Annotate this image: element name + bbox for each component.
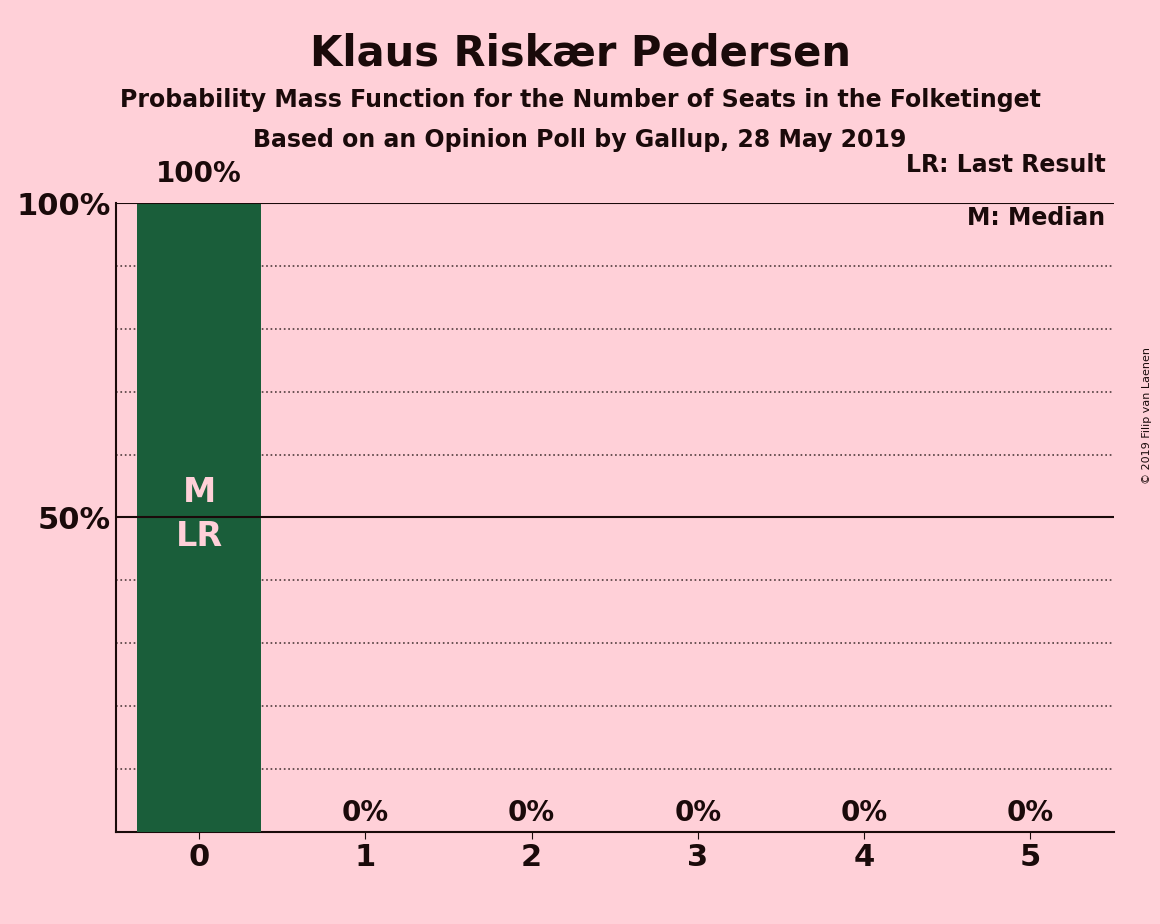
- Text: 0%: 0%: [674, 798, 722, 827]
- Text: © 2019 Filip van Laenen: © 2019 Filip van Laenen: [1141, 347, 1152, 484]
- Text: 100%: 100%: [157, 160, 242, 188]
- Text: 0%: 0%: [841, 798, 887, 827]
- Bar: [137, 203, 261, 832]
- Text: Klaus Riskær Pedersen: Klaus Riskær Pedersen: [310, 32, 850, 74]
- Text: 0%: 0%: [1007, 798, 1054, 827]
- Text: LR: Last Result: LR: Last Result: [906, 152, 1105, 176]
- Text: Probability Mass Function for the Number of Seats in the Folketinget: Probability Mass Function for the Number…: [119, 88, 1041, 112]
- Text: LR: LR: [175, 520, 223, 553]
- Text: M: M: [182, 476, 216, 509]
- Text: 0%: 0%: [508, 798, 556, 827]
- Text: M: Median: M: Median: [967, 206, 1105, 230]
- Text: Based on an Opinion Poll by Gallup, 28 May 2019: Based on an Opinion Poll by Gallup, 28 M…: [253, 128, 907, 152]
- Text: 0%: 0%: [342, 798, 389, 827]
